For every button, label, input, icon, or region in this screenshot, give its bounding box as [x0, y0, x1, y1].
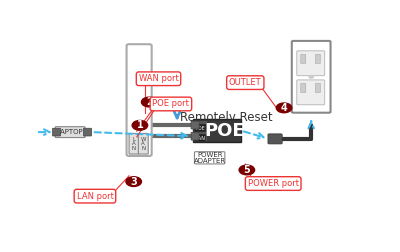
- FancyBboxPatch shape: [194, 152, 225, 164]
- FancyBboxPatch shape: [129, 134, 139, 154]
- Text: 4: 4: [281, 103, 288, 113]
- Text: 3: 3: [130, 177, 137, 186]
- FancyBboxPatch shape: [193, 120, 207, 141]
- FancyBboxPatch shape: [297, 80, 325, 105]
- FancyBboxPatch shape: [52, 128, 60, 136]
- Text: POE port: POE port: [152, 100, 189, 108]
- Text: LAN port: LAN port: [76, 192, 113, 201]
- FancyBboxPatch shape: [301, 54, 306, 64]
- Text: L
A
N: L A N: [132, 137, 136, 151]
- Text: POE: POE: [195, 125, 205, 131]
- Circle shape: [276, 103, 292, 113]
- Text: OUTLET: OUTLET: [229, 78, 262, 87]
- Text: 5: 5: [244, 165, 250, 175]
- FancyBboxPatch shape: [55, 127, 85, 138]
- Text: POE: POE: [204, 122, 245, 140]
- Circle shape: [142, 97, 157, 107]
- FancyBboxPatch shape: [191, 121, 199, 129]
- Text: POWER
ADAPTER: POWER ADAPTER: [194, 151, 226, 164]
- Text: Remotely Reset: Remotely Reset: [180, 111, 273, 124]
- Circle shape: [132, 120, 148, 130]
- FancyBboxPatch shape: [193, 119, 241, 142]
- FancyBboxPatch shape: [138, 134, 148, 154]
- Text: 1: 1: [136, 120, 143, 130]
- FancyBboxPatch shape: [126, 44, 152, 156]
- Text: LAPTOP: LAPTOP: [57, 129, 84, 135]
- Text: POWER port: POWER port: [248, 179, 299, 188]
- Circle shape: [126, 177, 142, 186]
- Circle shape: [309, 75, 313, 78]
- FancyBboxPatch shape: [268, 134, 282, 144]
- FancyBboxPatch shape: [301, 83, 306, 92]
- FancyBboxPatch shape: [315, 54, 320, 64]
- FancyBboxPatch shape: [84, 128, 92, 136]
- Text: W
A
N: W A N: [140, 137, 146, 151]
- FancyBboxPatch shape: [297, 51, 325, 76]
- FancyBboxPatch shape: [194, 124, 206, 132]
- FancyBboxPatch shape: [191, 132, 199, 140]
- Text: 2: 2: [146, 97, 152, 107]
- Text: WAN port: WAN port: [139, 74, 178, 83]
- FancyBboxPatch shape: [194, 134, 206, 142]
- Text: LAN: LAN: [195, 136, 205, 141]
- FancyBboxPatch shape: [292, 41, 330, 113]
- Circle shape: [239, 165, 255, 175]
- FancyBboxPatch shape: [315, 83, 320, 92]
